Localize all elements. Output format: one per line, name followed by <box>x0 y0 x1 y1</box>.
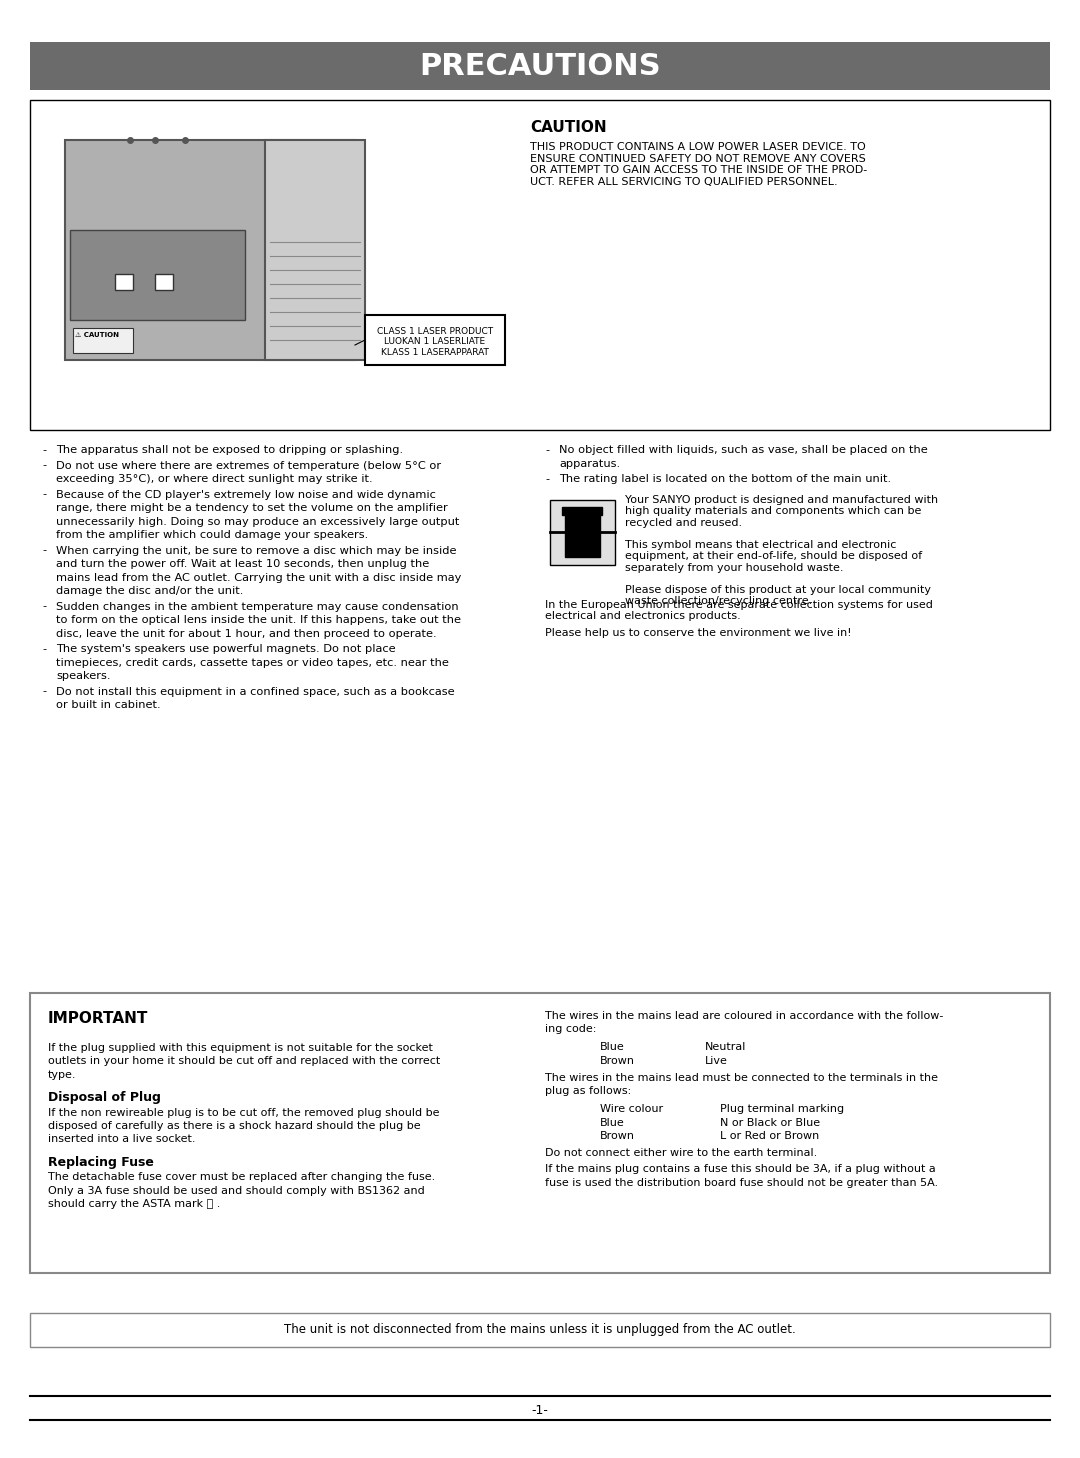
Text: CLASS 1 LASER PRODUCT
LUOKAN 1 LASERLIATE
KLASS 1 LASERAPPARAT: CLASS 1 LASER PRODUCT LUOKAN 1 LASERLIAT… <box>377 327 494 357</box>
Text: PRECAUTIONS: PRECAUTIONS <box>419 51 661 80</box>
Text: ing code:: ing code: <box>545 1025 596 1035</box>
Text: Brown: Brown <box>600 1056 635 1066</box>
FancyBboxPatch shape <box>114 274 133 290</box>
Text: Please dispose of this product at your local community
waste collection/recyclin: Please dispose of this product at your l… <box>625 585 931 607</box>
Text: Do not install this equipment in a confined space, such as a bookcase: Do not install this equipment in a confi… <box>56 687 455 697</box>
Text: -1-: -1- <box>531 1404 549 1417</box>
Text: The apparatus shall not be exposed to dripping or splashing.: The apparatus shall not be exposed to dr… <box>56 445 403 455</box>
Text: If the mains plug contains a fuse this should be 3A, if a plug without a: If the mains plug contains a fuse this s… <box>545 1165 935 1175</box>
FancyBboxPatch shape <box>565 515 600 557</box>
Text: -: - <box>42 602 46 611</box>
Text: The detachable fuse cover must be replaced after changing the fuse.: The detachable fuse cover must be replac… <box>48 1172 435 1182</box>
FancyBboxPatch shape <box>70 230 245 319</box>
FancyBboxPatch shape <box>73 328 133 353</box>
Text: IMPORTANT: IMPORTANT <box>48 1010 148 1026</box>
Text: outlets in your home it should be cut off and replaced with the correct: outlets in your home it should be cut of… <box>48 1057 441 1066</box>
Text: If the non rewireable plug is to be cut off, the removed plug should be: If the non rewireable plug is to be cut … <box>48 1108 440 1117</box>
Text: The system's speakers use powerful magnets. Do not place: The system's speakers use powerful magne… <box>56 644 395 655</box>
Text: Please help us to conserve the environment we live in!: Please help us to conserve the environme… <box>545 627 852 637</box>
FancyBboxPatch shape <box>550 500 615 564</box>
Text: apparatus.: apparatus. <box>559 458 620 468</box>
Text: Wire colour: Wire colour <box>600 1104 663 1114</box>
Text: Blue: Blue <box>600 1117 624 1127</box>
Text: When carrying the unit, be sure to remove a disc which may be inside: When carrying the unit, be sure to remov… <box>56 545 457 555</box>
Text: No object filled with liquids, such as vase, shall be placed on the: No object filled with liquids, such as v… <box>559 445 928 455</box>
Text: The rating label is located on the bottom of the main unit.: The rating label is located on the botto… <box>559 474 891 484</box>
Text: disc, leave the unit for about 1 hour, and then proceed to operate.: disc, leave the unit for about 1 hour, a… <box>56 628 436 639</box>
FancyBboxPatch shape <box>562 506 602 515</box>
Text: and turn the power off. Wait at least 10 seconds, then unplug the: and turn the power off. Wait at least 10… <box>56 558 429 569</box>
Text: Disposal of Plug: Disposal of Plug <box>48 1092 161 1105</box>
Text: exceeding 35°C), or where direct sunlight may strike it.: exceeding 35°C), or where direct sunligh… <box>56 474 373 484</box>
Text: Blue: Blue <box>600 1042 624 1053</box>
FancyBboxPatch shape <box>30 42 1050 90</box>
Text: ⚠ CAUTION: ⚠ CAUTION <box>75 332 119 338</box>
Text: Brown: Brown <box>600 1131 635 1142</box>
FancyBboxPatch shape <box>265 140 365 360</box>
Text: -: - <box>42 490 46 500</box>
Text: The wires in the mains lead must be connected to the terminals in the: The wires in the mains lead must be conn… <box>545 1073 939 1083</box>
Text: timepieces, credit cards, cassette tapes or video tapes, etc. near the: timepieces, credit cards, cassette tapes… <box>56 658 449 668</box>
Text: fuse is used the distribution board fuse should not be greater than 5A.: fuse is used the distribution board fuse… <box>545 1178 939 1188</box>
Text: should carry the ASTA mark Ⓞ .: should carry the ASTA mark Ⓞ . <box>48 1198 220 1209</box>
Text: from the amplifier which could damage your speakers.: from the amplifier which could damage yo… <box>56 531 368 539</box>
Text: If the plug supplied with this equipment is not suitable for the socket: If the plug supplied with this equipment… <box>48 1042 433 1053</box>
Text: The wires in the mains lead are coloured in accordance with the follow-: The wires in the mains lead are coloured… <box>545 1010 943 1021</box>
Text: Live: Live <box>705 1056 728 1066</box>
Text: Plug terminal marking: Plug terminal marking <box>720 1104 845 1114</box>
Text: The unit is not disconnected from the mains unless it is unplugged from the AC o: The unit is not disconnected from the ma… <box>284 1324 796 1337</box>
Text: Your SANYO product is designed and manufactured with
high quality materials and : Your SANYO product is designed and manuf… <box>625 494 939 528</box>
Text: -: - <box>42 545 46 555</box>
Text: Sudden changes in the ambient temperature may cause condensation: Sudden changes in the ambient temperatur… <box>56 602 459 611</box>
Text: disposed of carefully as there is a shock hazard should the plug be: disposed of carefully as there is a shoc… <box>48 1121 420 1131</box>
FancyBboxPatch shape <box>30 101 1050 430</box>
Text: mains lead from the AC outlet. Carrying the unit with a disc inside may: mains lead from the AC outlet. Carrying … <box>56 573 461 583</box>
Text: damage the disc and/or the unit.: damage the disc and/or the unit. <box>56 586 243 596</box>
FancyBboxPatch shape <box>65 140 355 360</box>
Text: Do not connect either wire to the earth terminal.: Do not connect either wire to the earth … <box>545 1149 818 1159</box>
Text: to form on the optical lens inside the unit. If this happens, take out the: to form on the optical lens inside the u… <box>56 615 461 625</box>
Text: -: - <box>42 445 46 455</box>
Text: Replacing Fuse: Replacing Fuse <box>48 1156 153 1169</box>
Text: Only a 3A fuse should be used and should comply with BS1362 and: Only a 3A fuse should be used and should… <box>48 1185 424 1196</box>
Text: -: - <box>42 644 46 655</box>
Text: In the European Union there are separate collection systems for used
electrical : In the European Union there are separate… <box>545 599 933 621</box>
Text: speakers.: speakers. <box>56 671 110 681</box>
Text: -: - <box>42 461 46 471</box>
Text: plug as follows:: plug as follows: <box>545 1086 631 1096</box>
Text: Do not use where there are extremes of temperature (below 5°C or: Do not use where there are extremes of t… <box>56 461 441 471</box>
Text: N or Black or Blue: N or Black or Blue <box>720 1117 820 1127</box>
Text: L or Red or Brown: L or Red or Brown <box>720 1131 820 1142</box>
Text: type.: type. <box>48 1070 77 1080</box>
Text: inserted into a live socket.: inserted into a live socket. <box>48 1134 195 1145</box>
Text: -: - <box>545 445 549 455</box>
Text: Because of the CD player's extremely low noise and wide dynamic: Because of the CD player's extremely low… <box>56 490 436 500</box>
Text: This symbol means that electrical and electronic
equipment, at their end-of-life: This symbol means that electrical and el… <box>625 539 922 573</box>
Text: range, there might be a tendency to set the volume on the amplifier: range, there might be a tendency to set … <box>56 503 448 513</box>
Text: -: - <box>42 687 46 697</box>
FancyBboxPatch shape <box>30 1314 1050 1347</box>
Text: CAUTION: CAUTION <box>530 120 607 136</box>
Text: unnecessarily high. Doing so may produce an excessively large output: unnecessarily high. Doing so may produce… <box>56 516 459 526</box>
Text: THIS PRODUCT CONTAINS A LOW POWER LASER DEVICE. TO
ENSURE CONTINUED SAFETY DO NO: THIS PRODUCT CONTAINS A LOW POWER LASER … <box>530 141 867 187</box>
FancyBboxPatch shape <box>156 274 173 290</box>
Text: -: - <box>545 474 549 484</box>
FancyBboxPatch shape <box>365 315 505 364</box>
Text: Neutral: Neutral <box>705 1042 746 1053</box>
FancyBboxPatch shape <box>30 993 1050 1273</box>
Text: or built in cabinet.: or built in cabinet. <box>56 700 161 710</box>
